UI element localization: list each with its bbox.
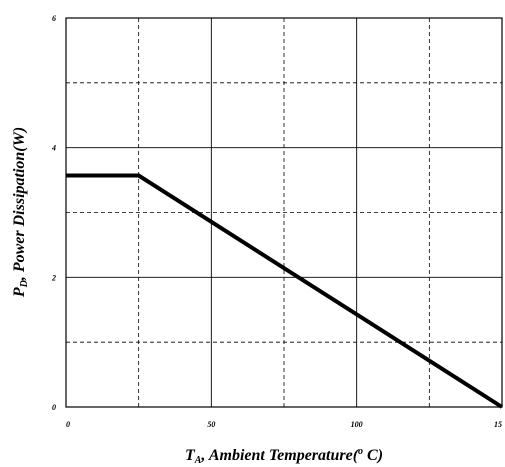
plot-frame [65,17,503,408]
grid-major [66,18,502,407]
y-tick-label: 6 [52,14,56,23]
x-tick-label: 15 [494,420,502,429]
x-title-sup: o [358,446,363,457]
y-tick-label: 2 [51,273,56,282]
x-title-sub: A [194,455,202,466]
x-tick-label: 0 [66,420,70,429]
grid-minor [66,18,502,407]
y-tick-label: 4 [51,144,56,153]
y-title-rest: , Power Dissipation(W) [11,127,28,281]
x-tick-labels: 0 50 100 15 [66,420,502,429]
y-title-sub: D [19,280,30,288]
series-line-power-dissipation [66,173,504,409]
x-title-main: T [185,447,196,464]
y-title-main: P [11,287,28,298]
y-tick-labels: 0 2 4 6 [51,14,56,412]
x-tick-label: 50 [207,420,215,429]
x-tick-label: 100 [351,420,363,429]
y-tick-label: 0 [52,403,56,412]
x-title-end: C) [363,447,383,464]
x-title-rest: , Ambient Temperature( [200,447,359,464]
x-axis-title: TA, Ambient Temperature(o C) [185,446,383,466]
y-axis-title: PD, Power Dissipation(W) [11,127,30,298]
